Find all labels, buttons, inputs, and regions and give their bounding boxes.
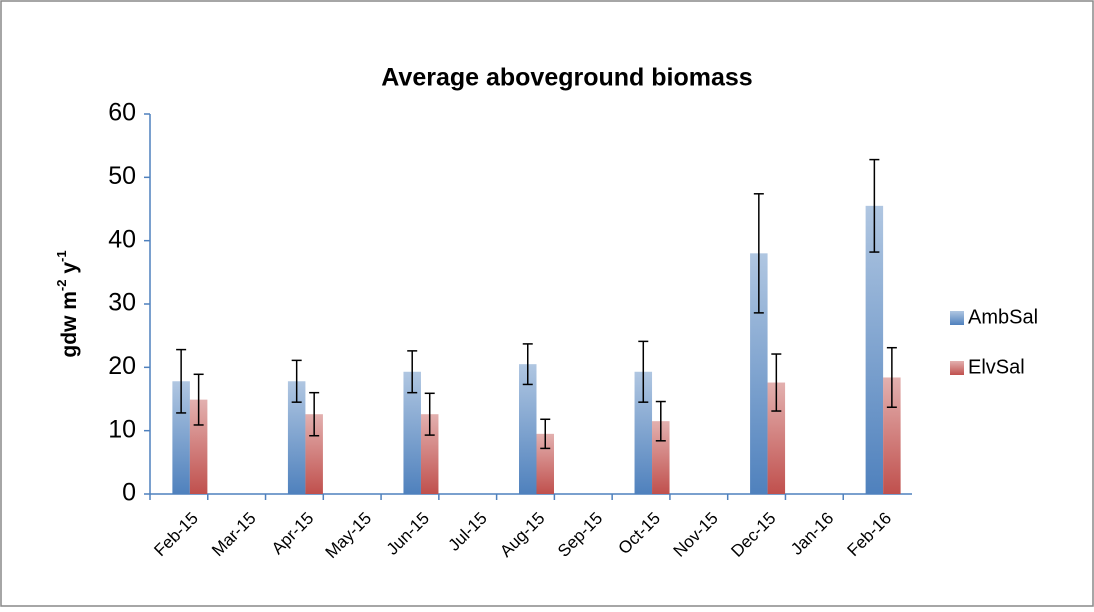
y-tick-label: 10 — [108, 415, 136, 443]
y-axis-label-part: y — [58, 262, 81, 280]
y-tick-label: 0 — [122, 479, 136, 507]
error-bar — [176, 348, 187, 414]
y-tick-label: 40 — [108, 225, 136, 253]
bar — [420, 414, 439, 494]
y-tick-label: 60 — [108, 99, 136, 127]
error-bar — [424, 392, 435, 436]
legend-label: ElvSal — [968, 356, 1025, 378]
error-bar — [540, 418, 551, 450]
y-tick-label: 20 — [108, 352, 136, 380]
chart-title: Average aboveground biomass — [381, 64, 752, 92]
legend-swatch — [950, 361, 964, 375]
error-bar — [753, 193, 764, 314]
bar — [189, 399, 208, 494]
error-bar — [407, 350, 418, 394]
y-tick-label: 30 — [108, 289, 136, 317]
bar — [865, 205, 884, 495]
legend-swatch — [950, 311, 964, 325]
legend-label: AmbSal — [968, 306, 1038, 328]
bar — [403, 371, 421, 494]
bar — [287, 381, 306, 494]
error-bar — [638, 340, 649, 403]
bar — [652, 421, 670, 494]
bar — [172, 381, 190, 494]
error-bar — [655, 400, 666, 442]
error-bar — [193, 373, 204, 426]
y-axis-label-part: gdw m — [58, 291, 81, 358]
error-bar — [886, 346, 897, 408]
y-axis-label: gdw m-2 y-1 — [54, 250, 81, 357]
error-bar — [522, 343, 533, 386]
y-axis-label-part: -1 — [54, 250, 69, 262]
error-bar — [869, 158, 880, 253]
bar — [519, 364, 537, 494]
bar — [305, 414, 323, 494]
y-axis-label-part: -2 — [54, 280, 69, 292]
error-bar — [291, 359, 302, 403]
y-tick-label: 50 — [108, 162, 136, 190]
error-bar — [771, 353, 782, 412]
error-bar — [309, 391, 320, 437]
